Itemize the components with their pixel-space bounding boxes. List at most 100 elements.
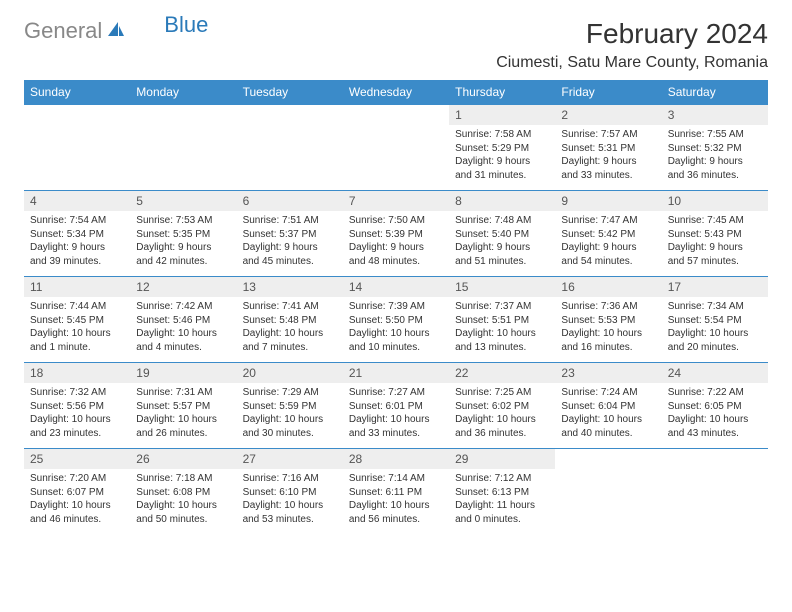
day-number: 21 [343,363,449,383]
calendar-body: 1Sunrise: 7:58 AMSunset: 5:29 PMDaylight… [24,105,768,535]
day-details: Sunrise: 7:41 AMSunset: 5:48 PMDaylight:… [237,297,343,358]
day-details: Sunrise: 7:45 AMSunset: 5:43 PMDaylight:… [662,211,768,272]
day-number: 4 [24,191,130,211]
calendar-day-cell: 27Sunrise: 7:16 AMSunset: 6:10 PMDayligh… [237,449,343,535]
calendar-day-cell: 12Sunrise: 7:42 AMSunset: 5:46 PMDayligh… [130,277,236,363]
month-title: February 2024 [496,18,768,50]
calendar-row: 4Sunrise: 7:54 AMSunset: 5:34 PMDaylight… [24,191,768,277]
day-number: 19 [130,363,236,383]
calendar-row: 25Sunrise: 7:20 AMSunset: 6:07 PMDayligh… [24,449,768,535]
day-number: 28 [343,449,449,469]
calendar-day-cell: 8Sunrise: 7:48 AMSunset: 5:40 PMDaylight… [449,191,555,277]
weekday-header: Saturday [662,80,768,105]
day-details: Sunrise: 7:48 AMSunset: 5:40 PMDaylight:… [449,211,555,272]
day-details: Sunrise: 7:51 AMSunset: 5:37 PMDaylight:… [237,211,343,272]
calendar-day-cell: 10Sunrise: 7:45 AMSunset: 5:43 PMDayligh… [662,191,768,277]
brand-logo: General Blue [24,18,208,44]
calendar-row: 18Sunrise: 7:32 AMSunset: 5:56 PMDayligh… [24,363,768,449]
calendar-row: 11Sunrise: 7:44 AMSunset: 5:45 PMDayligh… [24,277,768,363]
page-header: General Blue February 2024 Ciumesti, Sat… [24,18,768,72]
day-details: Sunrise: 7:18 AMSunset: 6:08 PMDaylight:… [130,469,236,530]
day-details: Sunrise: 7:37 AMSunset: 5:51 PMDaylight:… [449,297,555,358]
day-number: 16 [555,277,661,297]
day-details: Sunrise: 7:36 AMSunset: 5:53 PMDaylight:… [555,297,661,358]
day-details: Sunrise: 7:22 AMSunset: 6:05 PMDaylight:… [662,383,768,444]
day-details: Sunrise: 7:12 AMSunset: 6:13 PMDaylight:… [449,469,555,530]
day-details: Sunrise: 7:29 AMSunset: 5:59 PMDaylight:… [237,383,343,444]
day-number: 12 [130,277,236,297]
day-number: 2 [555,105,661,125]
calendar-day-cell: 21Sunrise: 7:27 AMSunset: 6:01 PMDayligh… [343,363,449,449]
calendar-head: SundayMondayTuesdayWednesdayThursdayFrid… [24,80,768,105]
weekday-header: Thursday [449,80,555,105]
day-number: 29 [449,449,555,469]
day-number: 3 [662,105,768,125]
calendar-empty-cell [555,449,661,535]
brand-gray: General [24,18,102,44]
calendar-day-cell: 23Sunrise: 7:24 AMSunset: 6:04 PMDayligh… [555,363,661,449]
calendar-day-cell: 25Sunrise: 7:20 AMSunset: 6:07 PMDayligh… [24,449,130,535]
weekday-header: Tuesday [237,80,343,105]
weekday-header: Sunday [24,80,130,105]
calendar-day-cell: 5Sunrise: 7:53 AMSunset: 5:35 PMDaylight… [130,191,236,277]
calendar-day-cell: 11Sunrise: 7:44 AMSunset: 5:45 PMDayligh… [24,277,130,363]
day-number: 7 [343,191,449,211]
calendar-day-cell: 18Sunrise: 7:32 AMSunset: 5:56 PMDayligh… [24,363,130,449]
calendar-day-cell: 26Sunrise: 7:18 AMSunset: 6:08 PMDayligh… [130,449,236,535]
calendar-day-cell: 29Sunrise: 7:12 AMSunset: 6:13 PMDayligh… [449,449,555,535]
day-number: 11 [24,277,130,297]
calendar-day-cell: 24Sunrise: 7:22 AMSunset: 6:05 PMDayligh… [662,363,768,449]
calendar-empty-cell [24,105,130,191]
calendar-day-cell: 2Sunrise: 7:57 AMSunset: 5:31 PMDaylight… [555,105,661,191]
day-details: Sunrise: 7:14 AMSunset: 6:11 PMDaylight:… [343,469,449,530]
calendar-day-cell: 28Sunrise: 7:14 AMSunset: 6:11 PMDayligh… [343,449,449,535]
calendar-day-cell: 6Sunrise: 7:51 AMSunset: 5:37 PMDaylight… [237,191,343,277]
day-number: 1 [449,105,555,125]
calendar-row: 1Sunrise: 7:58 AMSunset: 5:29 PMDaylight… [24,105,768,191]
day-details: Sunrise: 7:20 AMSunset: 6:07 PMDaylight:… [24,469,130,530]
location-label: Ciumesti, Satu Mare County, Romania [496,54,768,72]
day-number: 8 [449,191,555,211]
calendar-empty-cell [130,105,236,191]
calendar-grid: SundayMondayTuesdayWednesdayThursdayFrid… [24,80,768,535]
day-number: 20 [237,363,343,383]
weekday-header: Friday [555,80,661,105]
calendar-day-cell: 9Sunrise: 7:47 AMSunset: 5:42 PMDaylight… [555,191,661,277]
sail-icon [106,20,126,43]
day-details: Sunrise: 7:24 AMSunset: 6:04 PMDaylight:… [555,383,661,444]
calendar-day-cell: 16Sunrise: 7:36 AMSunset: 5:53 PMDayligh… [555,277,661,363]
day-number: 6 [237,191,343,211]
day-details: Sunrise: 7:57 AMSunset: 5:31 PMDaylight:… [555,125,661,186]
day-number: 17 [662,277,768,297]
day-details: Sunrise: 7:31 AMSunset: 5:57 PMDaylight:… [130,383,236,444]
day-details: Sunrise: 7:58 AMSunset: 5:29 PMDaylight:… [449,125,555,186]
calendar-day-cell: 17Sunrise: 7:34 AMSunset: 5:54 PMDayligh… [662,277,768,363]
brand-blue: Blue [164,12,208,38]
calendar-day-cell: 22Sunrise: 7:25 AMSunset: 6:02 PMDayligh… [449,363,555,449]
calendar-day-cell: 13Sunrise: 7:41 AMSunset: 5:48 PMDayligh… [237,277,343,363]
weekday-row: SundayMondayTuesdayWednesdayThursdayFrid… [24,80,768,105]
day-number: 13 [237,277,343,297]
day-details: Sunrise: 7:44 AMSunset: 5:45 PMDaylight:… [24,297,130,358]
day-details: Sunrise: 7:54 AMSunset: 5:34 PMDaylight:… [24,211,130,272]
calendar-day-cell: 7Sunrise: 7:50 AMSunset: 5:39 PMDaylight… [343,191,449,277]
weekday-header: Monday [130,80,236,105]
day-details: Sunrise: 7:25 AMSunset: 6:02 PMDaylight:… [449,383,555,444]
day-details: Sunrise: 7:55 AMSunset: 5:32 PMDaylight:… [662,125,768,186]
day-number: 9 [555,191,661,211]
day-number: 14 [343,277,449,297]
weekday-header: Wednesday [343,80,449,105]
day-number: 25 [24,449,130,469]
day-details: Sunrise: 7:53 AMSunset: 5:35 PMDaylight:… [130,211,236,272]
day-number: 26 [130,449,236,469]
day-number: 24 [662,363,768,383]
day-details: Sunrise: 7:27 AMSunset: 6:01 PMDaylight:… [343,383,449,444]
day-number: 5 [130,191,236,211]
calendar-empty-cell [343,105,449,191]
day-details: Sunrise: 7:47 AMSunset: 5:42 PMDaylight:… [555,211,661,272]
calendar-empty-cell [237,105,343,191]
day-number: 23 [555,363,661,383]
title-block: February 2024 Ciumesti, Satu Mare County… [496,18,768,72]
day-number: 27 [237,449,343,469]
calendar-day-cell: 3Sunrise: 7:55 AMSunset: 5:32 PMDaylight… [662,105,768,191]
